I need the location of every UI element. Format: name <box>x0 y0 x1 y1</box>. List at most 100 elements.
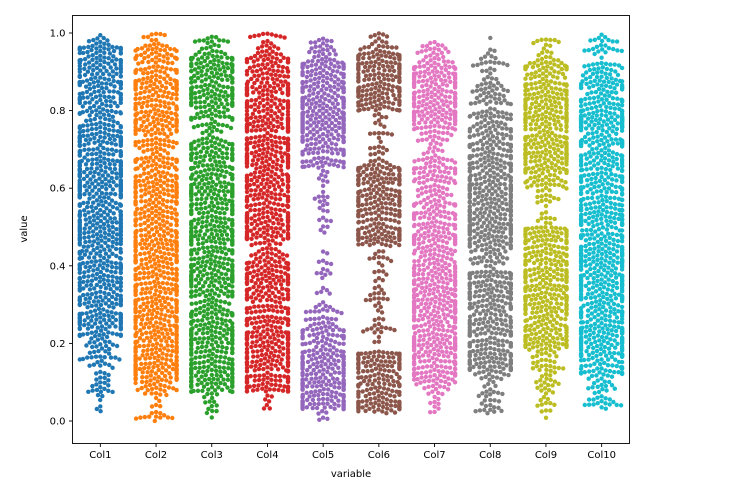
swarm-point <box>380 151 386 156</box>
swarm-point <box>206 249 212 255</box>
swarm-point <box>265 347 270 353</box>
swarm-point <box>363 207 368 212</box>
swarm-point <box>138 304 143 309</box>
swarm-point <box>160 94 166 99</box>
swarm-point <box>252 325 257 330</box>
swarm-point <box>95 146 100 151</box>
swarm-point <box>198 201 204 207</box>
swarm-point <box>160 365 165 370</box>
swarm-point <box>169 228 174 233</box>
swarm-point <box>85 326 91 331</box>
swarm-point <box>382 124 387 129</box>
swarm-point <box>278 34 283 39</box>
swarm-point <box>273 299 278 304</box>
swarm-point <box>249 150 254 156</box>
swarm-point <box>271 229 276 235</box>
swarm-point <box>102 94 107 100</box>
swarm-point <box>214 232 220 237</box>
swarm-point <box>141 119 146 125</box>
swarm-point <box>285 129 291 134</box>
swarm-point <box>376 66 382 71</box>
swarm-point <box>317 139 322 145</box>
swarm-point <box>106 298 112 303</box>
swarm-point <box>153 314 159 320</box>
swarm-point <box>200 331 206 336</box>
swarm-point <box>253 309 258 314</box>
swarm-point <box>104 268 110 273</box>
swarm-point <box>215 348 220 354</box>
swarm-point <box>146 365 151 370</box>
swarm-point <box>170 366 176 372</box>
swarm-point <box>217 264 223 269</box>
swarm-point <box>249 128 254 133</box>
swarm-point <box>189 80 194 85</box>
swarm-point <box>95 360 100 365</box>
swarm-point <box>83 239 88 245</box>
swarm-point <box>376 269 382 274</box>
swarm-point <box>313 105 318 110</box>
swarm-point <box>133 131 138 136</box>
swarm-point <box>254 359 259 364</box>
swarm-point <box>285 363 291 369</box>
swarm-point <box>372 296 377 301</box>
swarm-point <box>383 359 388 364</box>
swarm-point <box>375 203 380 208</box>
swarm-point <box>99 85 105 91</box>
swarm-point <box>250 299 256 304</box>
swarm-point <box>266 288 272 293</box>
swarm-point <box>305 126 310 131</box>
swarm-point <box>262 53 268 58</box>
swarm-point <box>325 179 330 184</box>
swarm-point <box>376 316 382 321</box>
swarm-point <box>143 290 148 296</box>
swarm-point <box>216 58 221 64</box>
swarm-point <box>96 202 101 207</box>
swarm-point <box>332 57 337 63</box>
swarm-point <box>140 59 145 65</box>
swarm-point <box>265 339 270 344</box>
swarm-point <box>174 129 179 134</box>
swarm-point <box>199 344 205 350</box>
swarm-point <box>397 57 402 62</box>
swarm-point <box>372 90 378 96</box>
swarm-point <box>83 100 88 106</box>
swarm-point <box>152 381 157 387</box>
swarm-point <box>101 273 107 278</box>
swarm-point <box>77 256 83 261</box>
swarm-point <box>204 196 209 201</box>
swarm-point <box>218 89 224 94</box>
swarm-point <box>92 349 97 355</box>
swarm-point <box>265 380 270 385</box>
swarm-point <box>269 377 274 382</box>
swarm-point <box>87 350 93 355</box>
swarm-point <box>94 406 100 412</box>
swarm-point <box>201 38 206 43</box>
swarm-point <box>86 210 91 215</box>
swarm-point <box>257 241 263 246</box>
swarm-point <box>308 123 313 128</box>
swarm-point <box>172 207 178 212</box>
swarm-point <box>371 205 376 210</box>
swarm-point <box>312 309 317 314</box>
swarm-point <box>276 63 281 69</box>
swarm-point <box>115 120 120 126</box>
swarm-point <box>387 68 392 73</box>
swarm-point <box>230 362 235 368</box>
swarm-point <box>305 368 310 373</box>
swarm-point <box>157 347 163 353</box>
swarm-point <box>110 300 115 306</box>
swarm-point <box>196 174 202 179</box>
swarm-point <box>88 282 94 288</box>
swarm-point <box>202 354 207 359</box>
swarm-point <box>82 147 87 152</box>
swarm-point <box>110 123 116 129</box>
swarm-point <box>310 327 315 333</box>
swarm-point <box>105 219 110 224</box>
swarm-point <box>249 310 254 315</box>
swarm-point <box>371 68 376 73</box>
swarm-point <box>285 106 291 111</box>
swarm-point <box>141 348 146 354</box>
swarm-point <box>93 94 99 100</box>
swarm-point <box>94 198 100 203</box>
swarm-point <box>133 359 138 364</box>
